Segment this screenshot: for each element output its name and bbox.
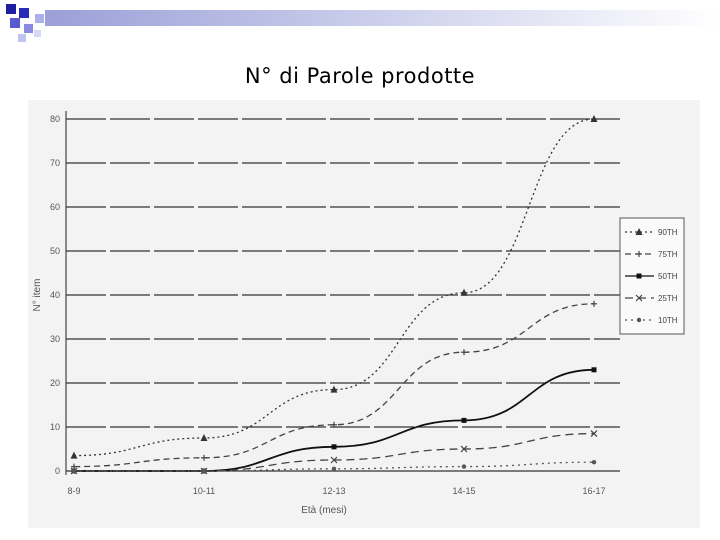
legend-item-10th: 10TH [625,316,678,325]
legend-label: 75TH [658,250,678,259]
data-point-x [635,294,643,302]
slide-title: N° di Parole prodotte [244,64,476,88]
line-chart: 0 10 20 30 40 50 60 70 80 8-9 10-11 12-13 14-15 16-17… [32,111,685,516]
y-tick-label: 50 [50,246,60,256]
data-point-triangle [590,115,598,122]
y-tick-label: 70 [50,158,60,168]
marker-stroke [330,456,338,464]
legend-item-90th: 90TH [625,228,678,237]
scanned-chart-image: 0 10 20 30 40 50 60 70 80 8-9 10-11 12-13 14-15 16-17… [28,100,700,528]
y-tick-label: 30 [50,334,60,344]
series-line [73,368,595,472]
y-tick-label: 10 [50,422,60,432]
data-point-triangle [635,228,643,235]
legend-item-50th: 50TH [625,272,678,281]
series-line [73,461,595,472]
series-line [73,432,595,472]
legend-label: 50TH [658,272,678,281]
data-point-dot [331,466,337,471]
series-line [73,303,595,468]
legend-label: 90TH [658,228,678,237]
data-point-x [330,456,338,464]
data-point-triangle [200,434,208,441]
marker-stroke [635,294,643,302]
x-tick-label: 12-13 [322,486,345,496]
data-point-plus [461,349,467,356]
data-point-triangle [330,385,338,393]
marker-stroke [460,445,468,453]
y-axis-label: N° item [32,279,43,312]
y-tick-label: 80 [50,114,60,124]
data-point-plus [591,300,597,307]
x-tick-label: 8-9 [67,486,80,496]
data-point-dot [636,317,642,323]
data-point-triangle [460,288,468,296]
legend-item-25th: 25TH [625,294,678,303]
slide-header-decoration [6,4,720,42]
data-point-square [591,367,597,373]
data-point-dot [591,460,597,465]
data-point-plus [331,421,337,428]
series-10th [71,460,597,474]
data-point-plus [201,454,207,461]
data-point-plus [636,251,642,257]
y-tick-label: 60 [50,202,60,212]
x-tick-label: 14-15 [452,486,475,496]
legend-item-75th: 75TH [625,250,678,259]
x-tick-label: 10-11 [193,486,215,496]
data-point-x [460,445,468,453]
y-tick-label: 20 [50,378,60,388]
data-point-square [331,444,337,450]
y-tick-label: 0 [55,466,60,476]
legend-label: 25TH [658,294,678,303]
data-point-square [636,273,642,279]
x-axis-label: Età (mesi) [301,505,347,516]
data-point-x [590,430,598,438]
series-90th [70,115,598,459]
x-tick-label: 16-17 [582,486,605,496]
marker-stroke [590,430,598,438]
data-point-dot [461,464,467,469]
data-point-triangle [70,451,78,459]
data-point-square [461,417,467,423]
series-line [73,118,595,457]
y-tick-label: 40 [50,290,60,300]
data-point-dot [201,468,207,474]
data-point-dot [71,468,77,474]
legend-label: 10TH [658,316,678,325]
